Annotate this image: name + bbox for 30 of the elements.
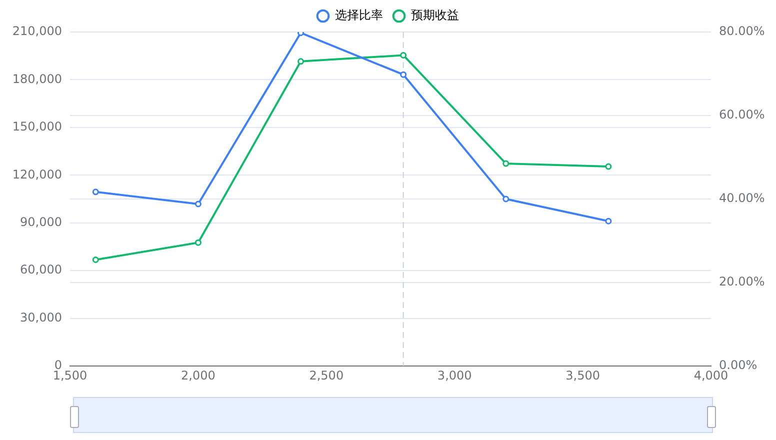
y-tick-label: 180,000 <box>12 72 62 86</box>
point <box>502 160 510 167</box>
x-tick-label: 3,500 <box>566 368 600 382</box>
y-tick-label: 90,000 <box>20 214 62 229</box>
point <box>605 163 612 170</box>
y2-tick-label: 80.00% <box>719 24 765 38</box>
point <box>298 58 304 65</box>
point <box>194 239 202 246</box>
y-tick-label: 120,000 <box>12 167 62 182</box>
x-tick-label: 1,500 <box>52 368 88 382</box>
y2-tick-label: 40.00% <box>719 191 765 206</box>
x-tick-label: 4,000 <box>694 368 728 382</box>
point <box>194 200 202 208</box>
y-tick-label: 210,000 <box>12 24 62 38</box>
point <box>400 52 407 58</box>
legend-label: 预期收益 <box>411 8 459 22</box>
point <box>92 188 99 196</box>
x-tick-label: 2,500 <box>309 368 344 382</box>
y-tick-label: 150,000 <box>12 120 62 134</box>
x-tick-label: 2,000 <box>181 368 216 382</box>
y-tick-label: 30,000 <box>20 310 62 324</box>
point <box>92 256 99 264</box>
y-tick-label: 60,000 <box>20 262 62 277</box>
point <box>605 218 612 224</box>
point <box>502 196 510 202</box>
point <box>400 71 407 78</box>
y2-tick-label: 60.00% <box>719 108 765 122</box>
y2-tick-label: 20.00% <box>719 274 765 289</box>
x-tick-label: 3,000 <box>437 368 472 382</box>
legend-label: 选择比率 <box>335 8 383 22</box>
